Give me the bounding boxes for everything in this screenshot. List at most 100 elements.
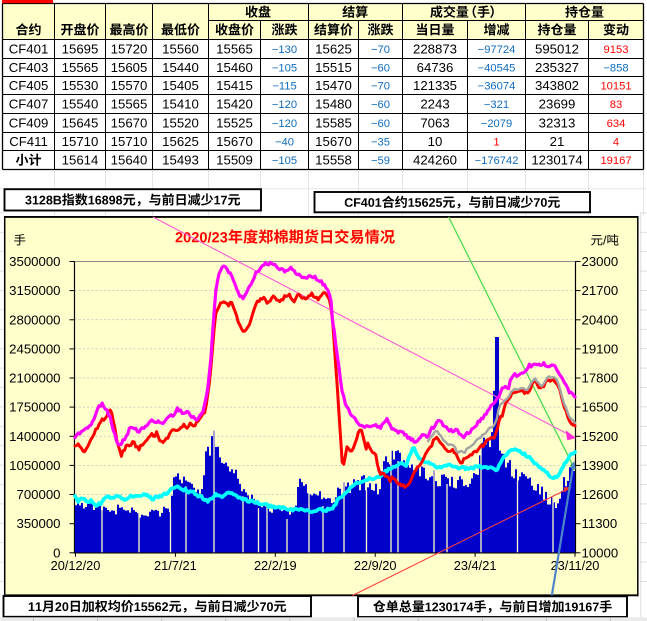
svg-text:121335: 121335 <box>413 78 457 93</box>
svg-text:15710: 15710 <box>62 134 99 149</box>
svg-text:20400: 20400 <box>582 312 619 327</box>
svg-text:15200: 15200 <box>582 429 619 444</box>
svg-text:21/7/21: 21/7/21 <box>154 558 197 573</box>
svg-text:17800: 17800 <box>582 371 619 386</box>
svg-text:CF411: CF411 <box>9 134 48 149</box>
svg-text:15570: 15570 <box>111 78 148 93</box>
svg-text:64736: 64736 <box>417 60 454 75</box>
svg-text:23/4/21: 23/4/21 <box>454 558 497 573</box>
svg-text:10000: 10000 <box>582 545 619 560</box>
svg-text:15625: 15625 <box>162 134 199 149</box>
svg-text:1230174: 1230174 <box>531 153 582 168</box>
svg-text:−105: −105 <box>272 62 297 74</box>
svg-text:13900: 13900 <box>582 458 619 473</box>
svg-text:15525: 15525 <box>216 116 253 131</box>
svg-text:10: 10 <box>428 134 443 149</box>
svg-text:23699: 23699 <box>539 97 576 112</box>
svg-text:CF409: CF409 <box>9 116 49 131</box>
svg-text:1050000: 1050000 <box>9 458 60 473</box>
svg-text:−97724: −97724 <box>478 44 516 56</box>
svg-text:CF407: CF407 <box>9 97 49 112</box>
svg-text:−115: −115 <box>272 80 296 92</box>
svg-text:−59: −59 <box>371 155 390 167</box>
svg-text:228873: 228873 <box>413 42 457 57</box>
svg-text:15415: 15415 <box>216 78 253 93</box>
svg-text:2243: 2243 <box>420 97 449 112</box>
svg-text:22/2/19: 22/2/19 <box>254 558 297 573</box>
svg-text:1: 1 <box>493 136 499 148</box>
svg-text:4: 4 <box>613 136 619 148</box>
svg-text:15540: 15540 <box>62 97 99 112</box>
svg-text:15710: 15710 <box>111 134 148 149</box>
svg-text:3500000: 3500000 <box>9 254 60 269</box>
svg-text:15440: 15440 <box>162 60 199 75</box>
svg-text:634: 634 <box>607 118 626 130</box>
svg-text:−40: −40 <box>275 136 294 148</box>
svg-text:595012: 595012 <box>535 42 579 57</box>
svg-text:11300: 11300 <box>582 516 618 531</box>
svg-text:−321: −321 <box>484 99 509 111</box>
svg-text:15530: 15530 <box>62 78 99 93</box>
svg-text:343802: 343802 <box>535 78 579 93</box>
svg-text:15493: 15493 <box>162 153 199 168</box>
svg-text:15605: 15605 <box>111 60 148 75</box>
svg-text:3150000: 3150000 <box>9 283 60 298</box>
svg-text:424260: 424260 <box>413 153 457 168</box>
svg-text:−130: −130 <box>272 44 297 56</box>
svg-text:83: 83 <box>610 99 622 111</box>
svg-text:19100: 19100 <box>582 341 619 356</box>
svg-text:20/12/20: 20/12/20 <box>51 558 101 573</box>
svg-text:1400000: 1400000 <box>9 429 60 444</box>
svg-text:−40545: −40545 <box>478 62 516 74</box>
svg-text:15405: 15405 <box>162 78 199 93</box>
svg-text:15460: 15460 <box>216 60 253 75</box>
svg-text:12600: 12600 <box>582 487 619 502</box>
svg-text:15670: 15670 <box>315 134 352 149</box>
svg-text:15565: 15565 <box>62 60 99 75</box>
svg-text:21700: 21700 <box>582 283 619 298</box>
svg-text:15640: 15640 <box>111 153 148 168</box>
svg-text:15520: 15520 <box>162 116 199 131</box>
svg-text:15420: 15420 <box>216 97 253 112</box>
svg-text:15670: 15670 <box>111 116 148 131</box>
svg-text:−70: −70 <box>371 80 390 92</box>
svg-text:15625: 15625 <box>315 42 352 57</box>
svg-text:−70: −70 <box>371 44 390 56</box>
svg-text:23000: 23000 <box>582 254 619 269</box>
svg-text:−105: −105 <box>272 155 297 167</box>
svg-text:−35: −35 <box>371 136 390 148</box>
svg-text:2450000: 2450000 <box>9 341 60 356</box>
svg-text:15614: 15614 <box>62 153 99 168</box>
svg-text:−60: −60 <box>371 62 390 74</box>
svg-text:7063: 7063 <box>420 116 449 131</box>
svg-text:−60: −60 <box>371 118 390 130</box>
svg-text:−60: −60 <box>371 99 390 111</box>
svg-text:15565: 15565 <box>111 97 148 112</box>
svg-text:CF403: CF403 <box>9 60 49 75</box>
svg-text:2800000: 2800000 <box>9 312 60 327</box>
svg-text:9153: 9153 <box>604 44 629 56</box>
svg-text:15515: 15515 <box>315 60 352 75</box>
svg-text:15565: 15565 <box>216 42 253 57</box>
svg-text:15560: 15560 <box>162 42 199 57</box>
svg-text:2100000: 2100000 <box>9 371 60 386</box>
svg-text:−176742: −176742 <box>475 155 519 167</box>
svg-text:1750000: 1750000 <box>9 400 60 415</box>
svg-text:15695: 15695 <box>62 42 99 57</box>
svg-text:32313: 32313 <box>539 116 576 131</box>
svg-text:15509: 15509 <box>216 153 253 168</box>
svg-text:15410: 15410 <box>162 97 199 112</box>
svg-text:−120: −120 <box>272 118 297 130</box>
svg-text:22/9/20: 22/9/20 <box>354 558 397 573</box>
svg-text:−2079: −2079 <box>481 118 512 130</box>
svg-text:15470: 15470 <box>315 78 352 93</box>
svg-text:16500: 16500 <box>582 400 619 415</box>
svg-text:15585: 15585 <box>315 116 352 131</box>
svg-text:CF401: CF401 <box>9 42 49 57</box>
svg-text:700000: 700000 <box>16 487 60 502</box>
svg-text:−36074: −36074 <box>478 80 516 92</box>
svg-text:21: 21 <box>550 134 565 149</box>
svg-text:235327: 235327 <box>535 60 579 75</box>
svg-text:15645: 15645 <box>62 116 99 131</box>
svg-text:−120: −120 <box>272 99 297 111</box>
